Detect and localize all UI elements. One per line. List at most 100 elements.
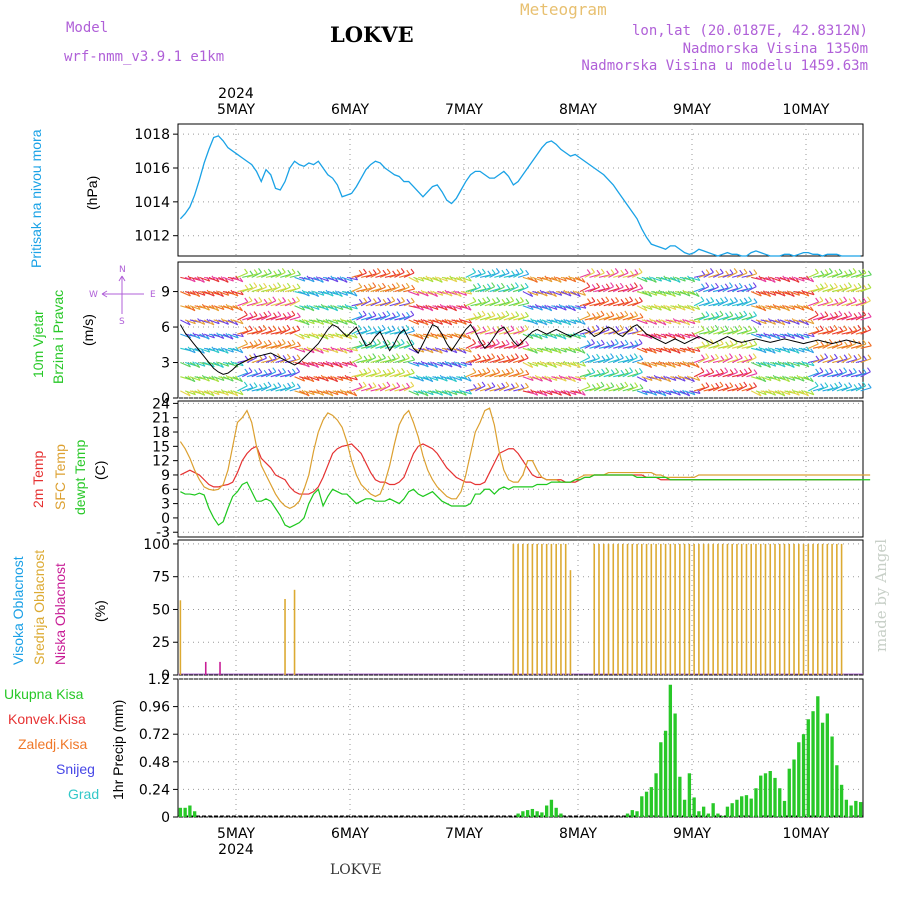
day-label-bottom: 7MAY [445,826,483,842]
wind-barb [237,385,248,392]
wind-barb-flag [363,339,367,345]
wind-barb [484,273,496,278]
wind-barb [593,314,605,321]
wind-barb [598,316,610,321]
wind-barb [422,305,434,312]
cloud-mid-bar [817,543,819,675]
wind-barb-flag [725,341,730,347]
wind-barb-flag [368,270,373,276]
wind-barb-flag [719,310,724,316]
wind-barb-flag [482,368,487,374]
wind-barb-flag [866,367,871,373]
wind-barb-flag [734,384,739,389]
wind-barb-flag [310,306,315,312]
wind-barb [698,315,710,321]
precip-bar [682,799,687,817]
wind-barb-flag [615,355,620,360]
wind-barb [793,276,805,282]
wind-barb-flag [857,282,862,288]
wind-barb-flag [201,348,205,354]
wind-barb-flag [387,355,392,361]
wind-barb-flag [601,368,606,374]
precip-bar [749,798,753,817]
wind-barb-flag [701,341,706,347]
wind-barb [774,319,786,326]
wind-barb [517,273,529,278]
wind-barb [527,276,538,283]
wind-barb-flag [272,283,277,289]
wind-barb-flag [591,297,596,302]
wind-barb-flag [520,355,525,360]
wind-barb-flag [700,296,705,302]
wind-barb [755,319,767,325]
wind-barb [399,386,410,392]
wind-barb [489,300,500,307]
wind-barb [489,287,501,293]
day-label-top: 5MAY [217,102,255,118]
wind-barb [755,347,767,354]
wind-barb-flag [596,269,601,275]
wind-barb-flag [624,339,629,345]
wind-barb [403,272,415,278]
wind-barb-flag [486,354,491,360]
wind-barb-flag [220,363,224,368]
wind-barb-flag [296,325,301,331]
cloud-mid-bar [636,543,638,675]
cloud-mid-bar [293,589,296,675]
wind-barb [251,371,263,378]
wind-barb [327,276,339,283]
wind-barb [280,386,291,392]
wind-barb-flag [343,348,348,354]
wind-barb [394,300,405,307]
wind-barb-flag [396,382,401,387]
wind-barb-flag [186,391,191,397]
wind-barb [189,291,200,298]
wind-barb [265,300,277,307]
wind-barb [655,362,667,368]
wind-barb [417,390,429,397]
wind-barb [303,276,315,283]
wind-barb-flag [491,311,496,316]
y-tick-label: 75 [152,570,170,586]
wind-barb [213,376,225,382]
wind-barb [294,376,305,382]
wind-barb [613,286,624,293]
wind-barb-flag [292,326,297,332]
wind-barb [812,329,824,335]
wind-barb [237,301,248,307]
wind-barb [798,319,809,326]
wind-barb-flag [382,282,386,288]
wind-barb [465,287,477,293]
wind-barb-flag [391,283,396,289]
wind-barb-flag [548,306,553,312]
wind-barb-flag [511,270,516,276]
wind-barb [817,286,828,293]
cloud-mid-bar [698,543,700,675]
wind-barb-flag [844,270,848,276]
y-tick-label: 1016 [134,161,170,177]
wind-barb [318,305,329,311]
wind-barb [860,300,871,307]
wind-barb-flag [234,320,239,326]
cloud-mid-bar [688,543,691,675]
wind-barb-flag [372,269,377,274]
wind-barb [551,276,562,283]
wind-barb [717,358,729,364]
wind-barb-flag [406,382,410,388]
compass-n: N [119,265,126,275]
wind-barb-flag [857,353,862,359]
wind-barb [617,301,629,307]
wind-barb [684,319,696,325]
wind-barb-flag [814,381,819,387]
wind-barb [860,316,872,321]
wind-barb [203,362,215,368]
wind-barb [674,347,686,353]
wind-barb-flag [515,382,520,387]
wind-barb [408,291,420,296]
wind-barb-flag [815,368,820,374]
wind-barb-flag [282,355,287,360]
wind-barb-flag [258,268,262,273]
wind-barb [246,315,258,321]
wind-barb [189,362,200,368]
wind-barb [503,300,514,307]
